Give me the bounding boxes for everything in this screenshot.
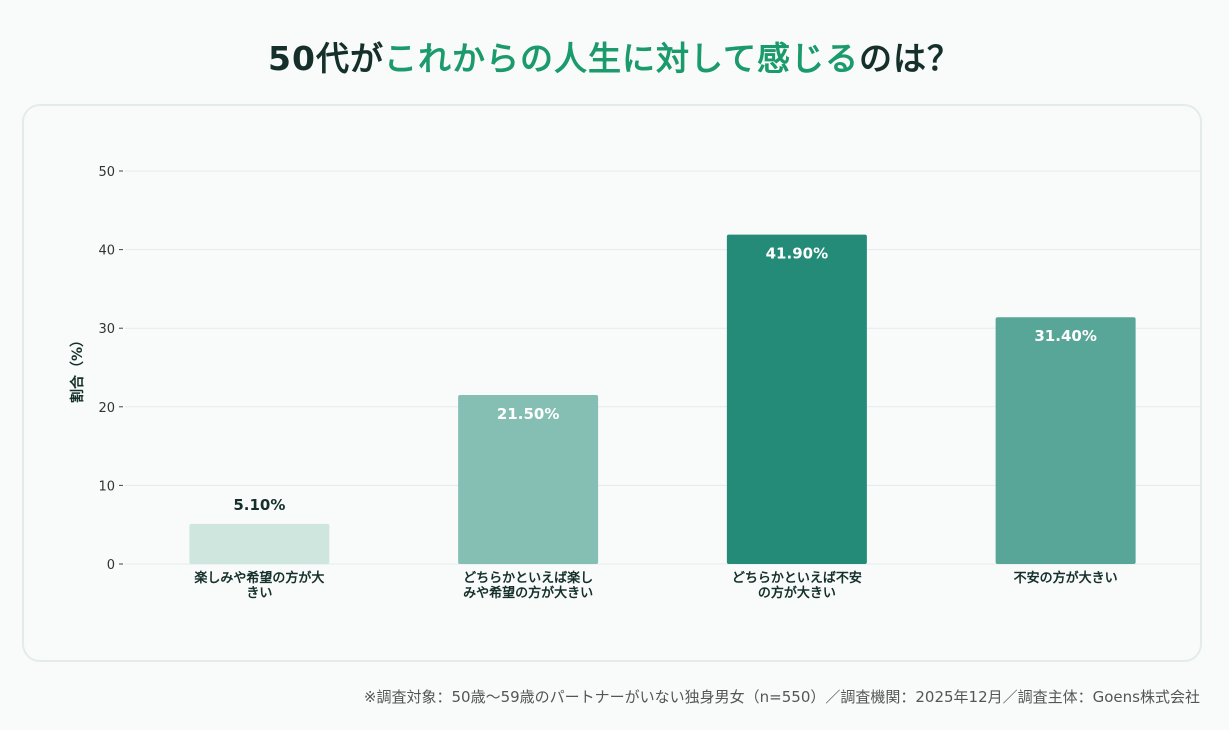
x-tick-label: 楽しみや希望の方が大 (193, 570, 324, 586)
x-tick-label: きい (246, 586, 272, 601)
bar (995, 317, 1136, 564)
x-tick-label: どちらかといえば不安 (732, 570, 862, 586)
data-label: 5.10% (233, 496, 285, 514)
title-part2: のは？ (858, 39, 961, 78)
data-label: 21.50% (497, 405, 559, 423)
footnote: ※調査対象：50歳〜59歳のパートナーがいない独身男女（n=550）／調査機関：… (363, 688, 1200, 706)
x-tick-label: みや希望の方が大きい (463, 585, 593, 601)
y-tick-label: 10 (98, 479, 115, 494)
bar (189, 523, 330, 564)
data-label: 31.40% (1034, 327, 1096, 345)
y-axis-label: 割合（%） (69, 333, 86, 403)
x-tick-label: の方が大きい (758, 585, 836, 601)
data-label: 41.90% (766, 245, 828, 263)
title-part1: 50代が (268, 39, 384, 78)
x-tick-label: どちらかといえば楽し (463, 570, 593, 586)
y-tick-label: 40 (98, 244, 115, 259)
y-tick-label: 20 (98, 401, 115, 416)
y-tick-label: 50 (98, 165, 115, 180)
chart-title: 50代がこれからの人生に対して感じるのは？ (0, 32, 1229, 80)
y-tick-label: 30 (98, 322, 115, 337)
bar (458, 395, 599, 564)
title-highlight: これからの人生に対して感じる (383, 39, 859, 78)
bar (726, 234, 867, 564)
y-tick-label: 0 (107, 558, 115, 573)
x-tick-label: 不安の方が大きい (1014, 570, 1118, 586)
